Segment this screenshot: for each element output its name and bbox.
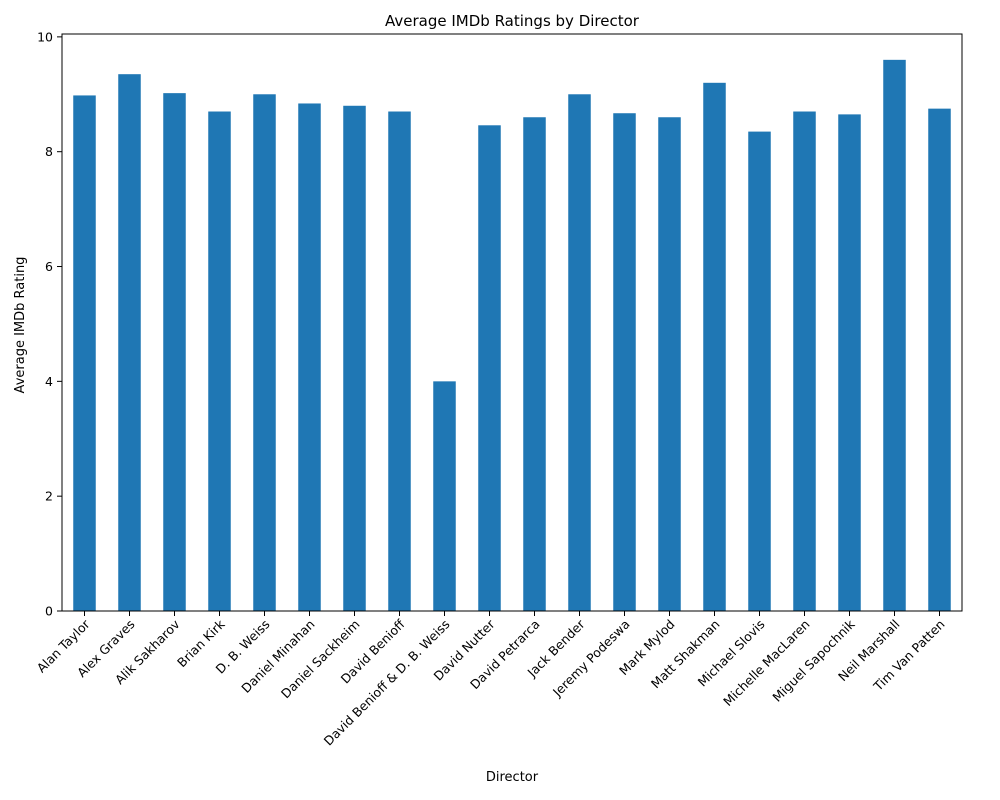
bar-11 (568, 94, 591, 611)
bar-2 (163, 93, 186, 611)
bar-12 (613, 113, 636, 611)
bar-3 (208, 111, 231, 611)
y-tick-label: 4 (45, 374, 53, 389)
x-tick-label: Miguel Sapochnik (769, 616, 858, 705)
bar-9 (478, 125, 501, 611)
bar-5 (298, 103, 321, 611)
bar-14 (703, 82, 726, 612)
bar-0 (73, 95, 96, 612)
bar-16 (793, 111, 816, 611)
axes-frame (61, 33, 963, 612)
bar-8 (433, 381, 456, 611)
bar-10 (523, 117, 546, 611)
x-axis-label: Director (486, 770, 539, 785)
y-tick-label: 2 (45, 489, 53, 504)
bar-13 (658, 117, 681, 611)
bar-4 (253, 94, 276, 611)
bar-18 (883, 59, 906, 611)
y-tick-label: 10 (37, 29, 53, 44)
bar-6 (343, 105, 366, 612)
y-axis-label: Average IMDb Rating (13, 257, 28, 394)
bar-15 (748, 131, 771, 611)
y-tick-label: 6 (45, 259, 53, 274)
bar-17 (838, 114, 861, 611)
y-tick-label: 8 (45, 144, 53, 159)
x-tick-label: Jeremy Podeswa (549, 617, 633, 701)
x-tick-label: Daniel Sackheim (278, 617, 363, 702)
chart-title: Average IMDb Ratings by Director (385, 12, 640, 30)
y-tick-label: 0 (45, 604, 53, 619)
bar-19 (928, 108, 951, 611)
x-tick-label: Michelle MacLaren (720, 617, 812, 709)
bar-1 (118, 74, 141, 611)
bar-7 (388, 111, 411, 611)
